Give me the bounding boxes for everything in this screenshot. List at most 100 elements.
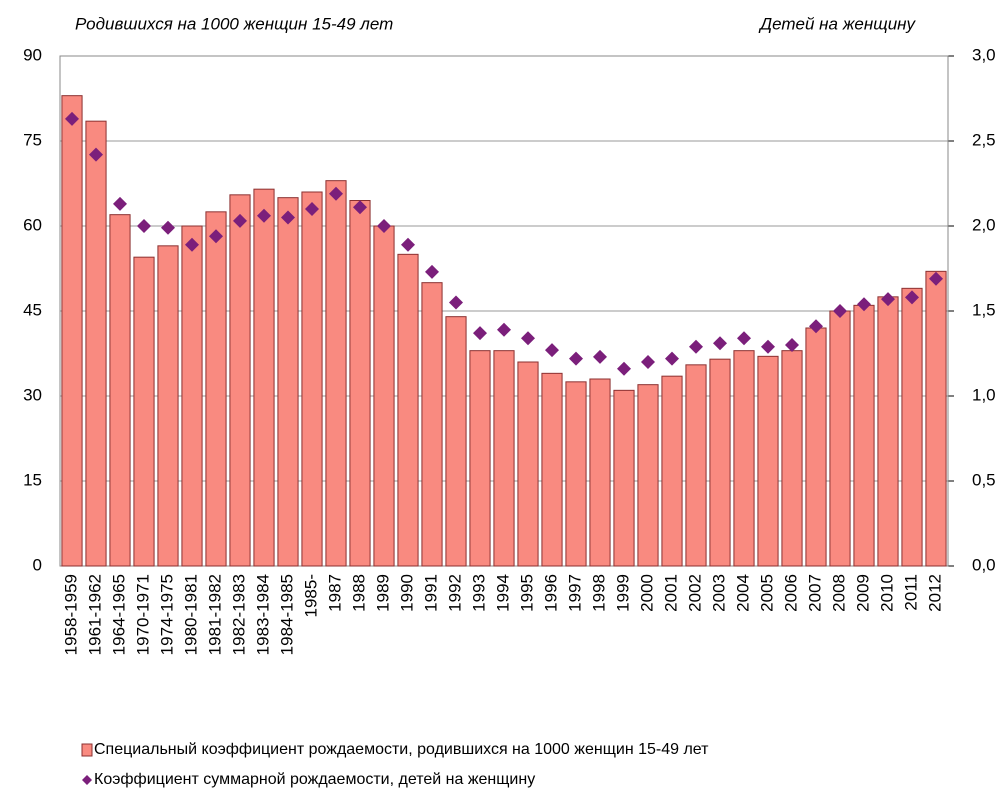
x-tick-label: 1984-1985: [277, 574, 296, 655]
diamond-marker: [401, 237, 415, 252]
diamond-marker: [449, 295, 463, 310]
diamond-marker: [161, 220, 175, 235]
x-tick-label: 2006: [781, 574, 800, 612]
diamond-marker: [329, 186, 343, 201]
bar: [757, 355, 779, 567]
x-tick-label: 1974-1975: [157, 574, 176, 655]
x-tick-label: 1983-1984: [253, 574, 272, 655]
bar: [613, 389, 635, 567]
x-tick-label: 2011: [901, 574, 920, 611]
bar: [253, 188, 275, 567]
y2-tick-label: 0,5: [972, 470, 996, 489]
diamond-marker: [761, 339, 775, 354]
diamond-marker: [713, 336, 727, 351]
x-tick-label: 2008: [829, 574, 848, 612]
diamond-marker: [137, 219, 151, 233]
y-tick-label: 90: [23, 45, 42, 64]
diamond-marker: [593, 349, 607, 364]
diamond-marker: [353, 200, 367, 215]
bar: [901, 287, 923, 567]
y-tick-label: 45: [23, 300, 42, 319]
x-tick-label: 1981-1982: [205, 574, 224, 655]
diamond-marker: [257, 208, 271, 223]
bar: [109, 214, 131, 567]
diamond-marker: [617, 361, 631, 376]
bar: [397, 253, 419, 567]
x-tick-label: 1995: [517, 574, 536, 612]
bar: [565, 381, 587, 567]
y-tick-label: 75: [23, 130, 42, 149]
x-tick-label: 1980-1981: [181, 574, 200, 655]
x-tick-label: 2004: [733, 574, 752, 612]
bar: [541, 372, 563, 567]
diamond-marker: [473, 326, 487, 341]
x-tick-label: 1958-1959: [61, 574, 80, 655]
bar: [469, 350, 491, 567]
diamond-marker: [929, 271, 943, 286]
x-tick-label: 1993: [469, 574, 488, 612]
diamond-marker: [305, 202, 319, 216]
y-tick-label: 30: [23, 385, 42, 404]
x-tick-label: 1964-1965: [109, 574, 128, 655]
x-tick-label: 2012: [925, 574, 944, 612]
x-tick-label: 2009: [853, 574, 872, 612]
diamond-marker: [569, 351, 583, 366]
y2-tick-label: 1,5: [972, 300, 996, 319]
bar: [157, 245, 179, 567]
x-tick-label: 1987: [325, 574, 344, 612]
bar: [781, 350, 803, 567]
x-tick-label: 1982-1983: [229, 574, 248, 655]
x-tick-label: 1988: [349, 574, 368, 612]
diamond-marker: [641, 355, 655, 369]
x-tick-label: 2010: [877, 574, 896, 612]
diamond-marker: [545, 343, 559, 358]
x-tick-label: 1961-1962: [85, 574, 104, 655]
x-tick-label: 1970-1971: [133, 574, 152, 655]
bar: [493, 350, 515, 567]
bar: [829, 310, 851, 567]
bar: [85, 120, 107, 567]
x-tick-label: 2005: [757, 574, 776, 612]
y2-tick-label: 1,0: [972, 385, 996, 404]
diamond-marker: [665, 351, 679, 366]
bar: [733, 350, 755, 567]
diamond-marker: [233, 213, 247, 228]
bar: [925, 270, 947, 567]
legend-label: Специальный коэффициент рождаемости, род…: [94, 741, 709, 758]
bar: [661, 375, 683, 567]
y2-tick-label: 2,5: [972, 130, 996, 149]
x-tick-label: 2000: [637, 574, 656, 612]
diamond-marker: [89, 147, 103, 162]
legend-swatch: [82, 775, 92, 785]
x-tick-label: 1989: [373, 574, 392, 612]
bar: [229, 194, 251, 567]
y2-axis-title: Детей на женщину: [758, 14, 916, 33]
x-tick-label: 1992: [445, 574, 464, 612]
bar: [325, 180, 347, 567]
bar: [61, 95, 83, 567]
diamond-marker: [521, 331, 535, 346]
x-tick-label: 1999: [613, 574, 632, 612]
bar: [709, 358, 731, 567]
bar: [421, 282, 443, 567]
x-tick-label: 2001: [661, 574, 680, 612]
x-tick-label: 1994: [493, 574, 512, 612]
y2-tick-label: 0,0: [972, 555, 996, 574]
x-tick-label: 2003: [709, 574, 728, 612]
diamond-marker: [857, 297, 871, 312]
legend-label: Коэффициент суммарной рождаемости, детей…: [94, 771, 535, 788]
diamond-marker: [185, 237, 199, 252]
x-tick-label: 2007: [805, 574, 824, 612]
bar: [181, 225, 203, 567]
diamond-marker: [425, 264, 439, 279]
diamond-marker: [785, 338, 799, 352]
bar: [805, 327, 827, 567]
bar: [373, 225, 395, 567]
bar: [133, 256, 155, 567]
x-tick-label: 1990: [397, 574, 416, 612]
y-tick-label: 0: [33, 555, 42, 574]
bar: [445, 316, 467, 567]
legend-swatch: [81, 743, 93, 757]
diamond-marker: [737, 331, 751, 346]
